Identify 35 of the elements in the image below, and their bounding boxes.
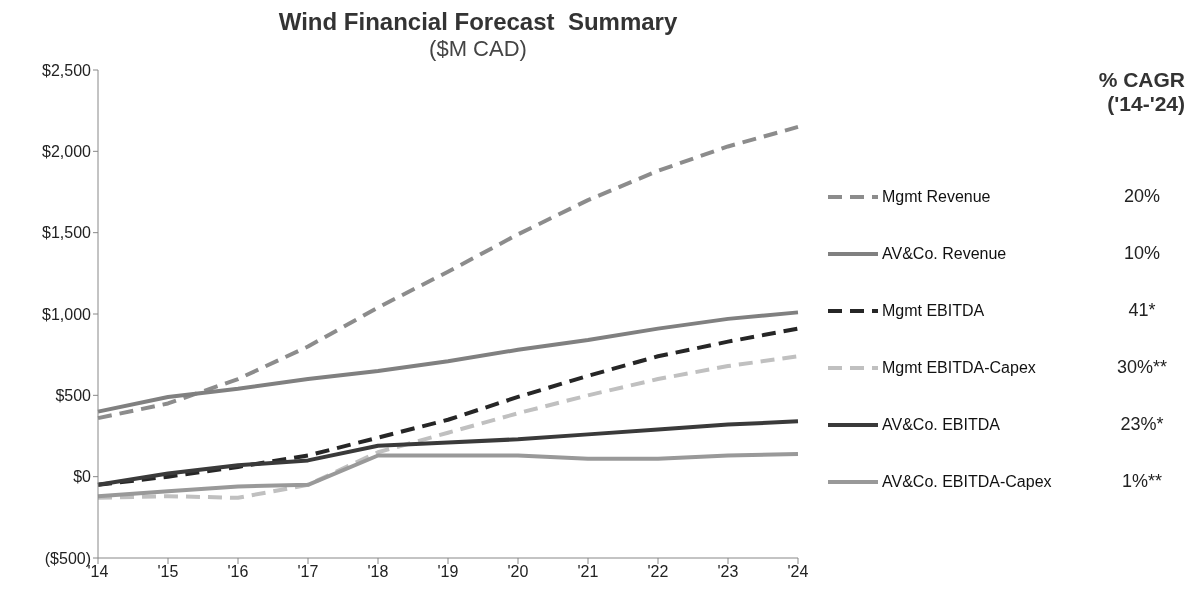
legend-label: Mgmt EBITDA-Capex	[882, 358, 1037, 377]
x-tick-label: '20	[507, 563, 529, 581]
text: 30%**	[1115, 357, 1168, 378]
y-tick-label: ($500)	[44, 549, 91, 567]
text: 23%*	[1119, 414, 1165, 435]
legend-label: Mgmt Revenue	[882, 187, 992, 206]
text: 20%	[1123, 186, 1161, 207]
y-tick-label: $2,500	[42, 61, 92, 79]
legend-label: AV&Co. EBITDA	[882, 415, 1001, 434]
text: 41*	[1127, 300, 1157, 321]
x-tick-label: '21	[577, 563, 599, 581]
chart-title: Wind Financial Forecast Summary	[277, 8, 679, 36]
legend-label: Mgmt EBITDA	[882, 301, 986, 320]
x-tick-label: '24	[787, 563, 809, 581]
x-tick-label: '19	[437, 563, 459, 581]
x-tick-label: '18	[367, 563, 389, 581]
line-series	[96, 451, 800, 499]
legend-label: AV&Co. EBITDA-Capex	[882, 472, 1053, 491]
y-tick-label: $1,500	[42, 224, 92, 242]
line-series	[96, 419, 800, 487]
y-tick-label: $1,000	[42, 305, 92, 323]
x-tick-label: '22	[647, 563, 669, 581]
x-tick-label: '16	[227, 563, 249, 581]
chart-subtitle: ($M CAD)	[428, 36, 528, 62]
legend-title: % CAGR ('14-'24)	[1097, 68, 1186, 117]
y-tick-label: $2,000	[42, 143, 92, 161]
line-series	[96, 354, 800, 500]
y-tick-label: $500	[55, 387, 92, 405]
x-tick-label: '23	[717, 563, 739, 581]
text: 10%	[1123, 243, 1161, 264]
x-tick-label: '17	[297, 563, 319, 581]
text: 1%**	[1121, 471, 1163, 492]
y-tick-label: $0	[73, 468, 92, 486]
x-tick-label: '15	[157, 563, 179, 581]
legend-label: AV&Co. Revenue	[882, 244, 1008, 263]
